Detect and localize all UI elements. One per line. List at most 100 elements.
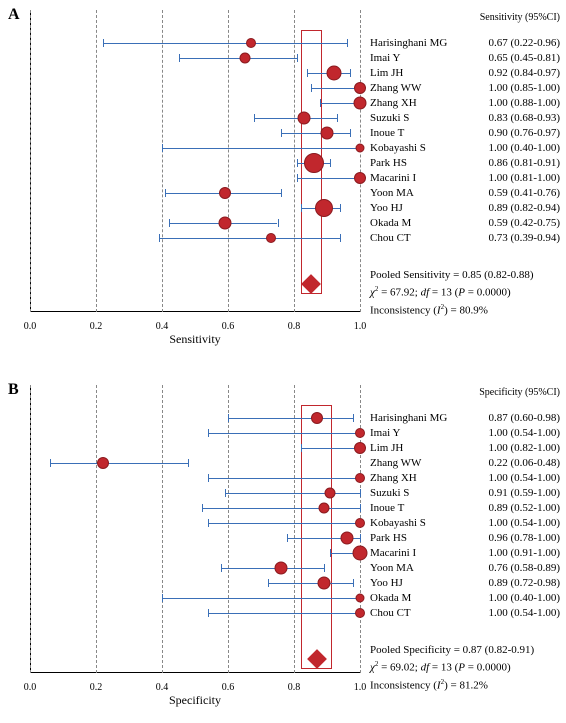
study-row: Suzuki S 0.83 (0.68-0.93) — [370, 111, 560, 126]
study-row: Yoo HJ0.89 (0.72-0.98) — [370, 576, 560, 591]
forest-row — [30, 126, 360, 141]
ci-cap — [347, 39, 348, 47]
ci-cap — [337, 114, 338, 122]
point-estimate-marker — [311, 412, 323, 424]
study-row: Kobayashi S1.00 (0.54-1.00) — [370, 516, 560, 531]
ci-cap — [225, 489, 226, 497]
study-row: Zhang XH1.00 (0.88-1.00) — [370, 96, 560, 111]
ci-cap — [301, 204, 302, 212]
study-row: Harisinghani MG0.87 (0.60-0.98) — [370, 411, 560, 426]
study-name: Yoo HJ — [370, 201, 403, 216]
ci-cap — [330, 159, 331, 167]
ci-cap — [301, 444, 302, 452]
study-ci: 0.89 (0.82-0.94) — [489, 201, 561, 216]
study-ci: 0.91 (0.59-1.00) — [489, 486, 561, 501]
forest-row — [30, 546, 360, 561]
point-estimate-marker — [97, 457, 109, 469]
point-estimate-marker — [246, 38, 256, 48]
forest-row — [30, 441, 360, 456]
pooled-text: Pooled Sensitivity = 0.85 (0.82-0.88) — [370, 268, 564, 282]
panel-a: A Sensitivity 0.00.20.40.60.81.0 Sensiti… — [0, 0, 566, 360]
study-row: Inoue T0.90 (0.76-0.97) — [370, 126, 560, 141]
ci-cap — [208, 609, 209, 617]
study-row: Yoon MA0.59 (0.41-0.76) — [370, 186, 560, 201]
ci-cap — [311, 84, 312, 92]
forest-row — [30, 81, 360, 96]
study-row: Zhang XH1.00 (0.54-1.00) — [370, 471, 560, 486]
ci-line — [202, 508, 360, 509]
ci-line — [208, 613, 360, 614]
ci-cap — [281, 129, 282, 137]
study-name: Lim JH — [370, 441, 403, 456]
study-ci: 0.87 (0.60-0.98) — [489, 411, 561, 426]
forest-row — [30, 516, 360, 531]
study-ci: 1.00 (0.54-1.00) — [489, 516, 561, 531]
ci-cap — [360, 489, 361, 497]
ci-cap — [307, 69, 308, 77]
study-ci: 1.00 (0.81-1.00) — [489, 171, 561, 186]
point-estimate-marker — [356, 144, 365, 153]
study-name: Imai Y — [370, 426, 400, 441]
ci-cap — [228, 414, 229, 422]
axis-tick: 1.0 — [354, 682, 367, 693]
ci-cap — [254, 114, 255, 122]
forest-row — [30, 231, 360, 246]
ci-cap — [278, 219, 279, 227]
point-estimate-marker — [317, 577, 330, 590]
study-name: Chou CT — [370, 606, 411, 621]
ci-line — [159, 238, 341, 239]
heterogeneity-chi2: χ2 = 69.02; df = 13 (P = 0.0000) — [370, 657, 564, 675]
study-ci: 0.73 (0.39-0.94) — [489, 231, 561, 246]
point-estimate-marker — [266, 233, 276, 243]
ci-line — [228, 418, 353, 419]
axis-tick: 1.0 — [354, 321, 367, 332]
ci-cap — [297, 54, 298, 62]
point-estimate-marker — [354, 172, 366, 184]
axis-tick: 0.6 — [222, 321, 235, 332]
study-name: Lim JH — [370, 66, 403, 81]
study-ci: 0.67 (0.22-0.96) — [489, 36, 561, 51]
study-ci: 1.00 (0.54-1.00) — [489, 471, 561, 486]
axis-tick: 0.0 — [24, 321, 37, 332]
study-name: Suzuki S — [370, 111, 409, 126]
ci-line — [254, 118, 337, 119]
study-ci: 0.59 (0.42-0.75) — [489, 216, 561, 231]
study-row: Macarini I1.00 (0.91-1.00) — [370, 546, 560, 561]
axis-tick: 0.8 — [288, 321, 301, 332]
study-row: Imai Y 0.65 (0.45-0.81) — [370, 51, 560, 66]
ci-cap — [281, 189, 282, 197]
ci-line — [103, 43, 347, 44]
forest-row — [30, 531, 360, 546]
study-row: Park HS0.96 (0.78-1.00) — [370, 531, 560, 546]
point-estimate-marker — [354, 82, 366, 94]
axis-tick: 0.2 — [90, 682, 103, 693]
study-ci: 0.92 (0.84-0.97) — [489, 66, 561, 81]
figure-container: A Sensitivity 0.00.20.40.60.81.0 Sensiti… — [0, 0, 566, 723]
point-estimate-marker — [354, 442, 366, 454]
study-row: Yoo HJ 0.89 (0.82-0.94) — [370, 201, 560, 216]
panel-b: B Specificity 0.00.20.40.60.81.0 Specifi… — [0, 375, 566, 720]
study-ci: 0.83 (0.68-0.93) — [489, 111, 561, 126]
study-name: Zhang WW — [370, 81, 421, 96]
study-ci: 0.65 (0.45-0.81) — [489, 51, 561, 66]
ci-line — [162, 148, 360, 149]
ci-line — [281, 133, 350, 134]
study-name: Macarini I — [370, 546, 416, 561]
ci-cap — [353, 414, 354, 422]
study-name: Imai Y — [370, 51, 400, 66]
study-row: Imai Y1.00 (0.54-1.00) — [370, 426, 560, 441]
grid-line — [360, 10, 361, 312]
forest-row — [30, 456, 360, 471]
ci-cap — [208, 474, 209, 482]
study-row: Kobayashi S1.00 (0.40-1.00) — [370, 141, 560, 156]
forest-plot-b: Specificity 0.00.20.40.60.81.0 — [30, 385, 360, 693]
ci-cap — [159, 234, 160, 242]
ci-line — [162, 598, 360, 599]
pooled-text: Pooled Specificity = 0.87 (0.82-0.91) — [370, 643, 564, 657]
study-ci: 0.59 (0.41-0.76) — [489, 186, 561, 201]
study-name: Suzuki S — [370, 486, 409, 501]
forest-row — [30, 426, 360, 441]
axis-tick: 0.0 — [24, 682, 37, 693]
ci-line — [208, 433, 360, 434]
panel-b-label: B — [8, 381, 19, 399]
